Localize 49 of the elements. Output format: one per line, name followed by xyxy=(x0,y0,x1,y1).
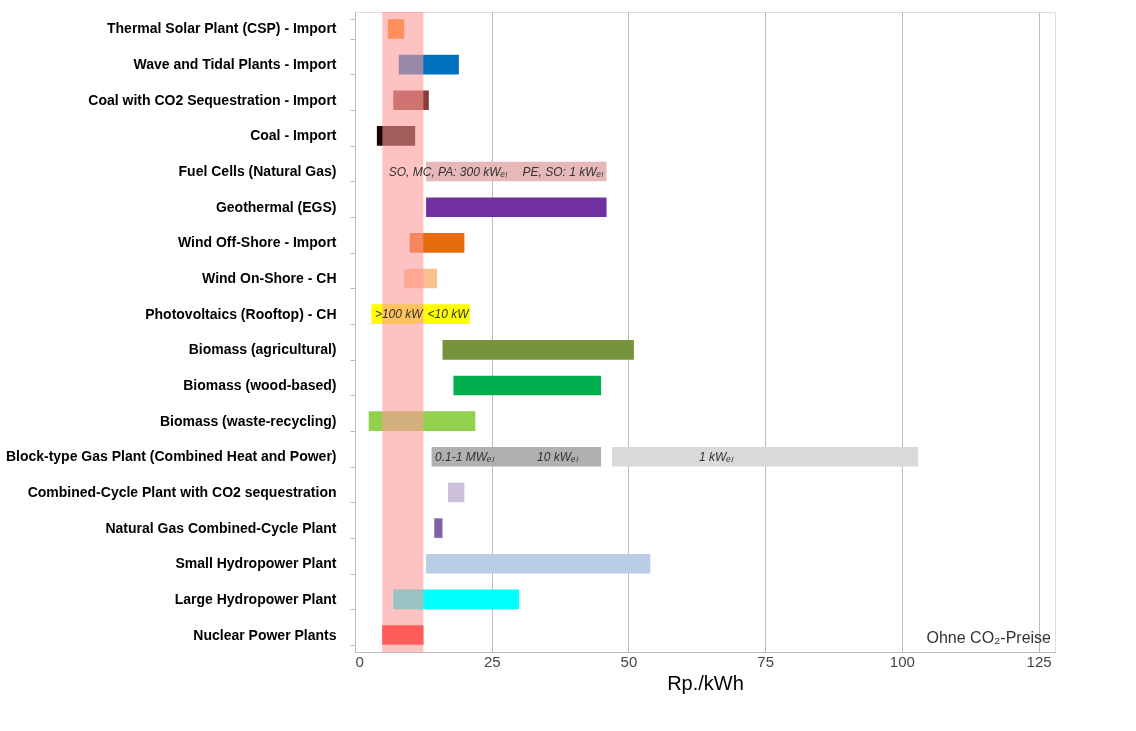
x-tick-label: 75 xyxy=(757,652,774,670)
y-tick-label: Wind On-Shore - CH xyxy=(202,270,337,287)
y-tick-label: Large Hydropower Plant xyxy=(174,590,337,607)
x-tick-label: 0 xyxy=(355,652,364,670)
bar xyxy=(434,518,443,538)
y-tick-label: Thermal Solar Plant (CSP) - Import xyxy=(107,20,337,37)
bar xyxy=(387,19,405,39)
y-tick-label: Biomass (waste-recycling) xyxy=(159,412,337,429)
annotation: PE, SO: 1 kWₑₗ xyxy=(522,164,605,179)
annotation: >100 kW xyxy=(374,307,425,322)
y-tick-label: Wind Off-Shore - Import xyxy=(177,234,337,251)
bar xyxy=(442,340,634,360)
y-tick-label: Natural Gas Combined-Cycle Plant xyxy=(105,519,337,536)
annotation: 0.1-1 MWₑₗ xyxy=(435,449,495,464)
x-tick-label: 50 xyxy=(620,652,638,670)
bar xyxy=(612,446,919,467)
bar xyxy=(447,482,465,503)
y-tick-label: Fuel Cells (Natural Gas) xyxy=(178,163,337,180)
bar xyxy=(409,233,465,253)
y-tick-label: Combined-Cycle Plant with CO2 sequestration xyxy=(27,483,337,500)
annotation: 10 kWₑₗ xyxy=(537,449,579,464)
bar xyxy=(398,54,459,75)
bar xyxy=(404,268,438,289)
y-tick-label: Biomass (agricultural) xyxy=(188,341,337,358)
y-tick-label: Block-type Gas Plant (Combined Heat and Power) xyxy=(5,448,337,465)
y-tick-label: Photovoltaics (Rooftop) - CH xyxy=(145,305,337,322)
annotation: Ohne CO₂-Preise xyxy=(926,629,1052,646)
y-tick-label: Nuclear Power Plants xyxy=(193,626,337,643)
x-tick-label: 25 xyxy=(483,652,501,670)
bar xyxy=(376,126,416,146)
y-tick-label: Wave and Tidal Plants - Import xyxy=(133,56,337,73)
bar xyxy=(426,553,651,574)
y-tick-label: Coal with CO2 Sequestration - Import xyxy=(88,91,337,108)
y-tick-label: Small Hydropower Plant xyxy=(175,555,337,572)
bar xyxy=(393,589,520,610)
bar xyxy=(426,197,607,218)
x-tick-label: 125 xyxy=(1026,652,1052,670)
annotation: <10 kW xyxy=(427,307,471,322)
bar xyxy=(368,411,476,431)
bar xyxy=(453,375,602,396)
x-tick-label: 100 xyxy=(889,652,915,670)
y-tick-label: Biomass (wood-based) xyxy=(183,376,337,393)
annotation: 1 kWₑₗ xyxy=(698,449,734,464)
y-tick-label: Geothermal (EGS) xyxy=(215,198,337,215)
y-tick-label: Coal - Import xyxy=(250,127,337,144)
annotation: SO, MC, PA: 300 kWₑₗ xyxy=(388,164,509,179)
bar xyxy=(382,625,424,645)
bar xyxy=(393,90,429,111)
x-axis-title: Rp./kWh xyxy=(667,671,744,694)
